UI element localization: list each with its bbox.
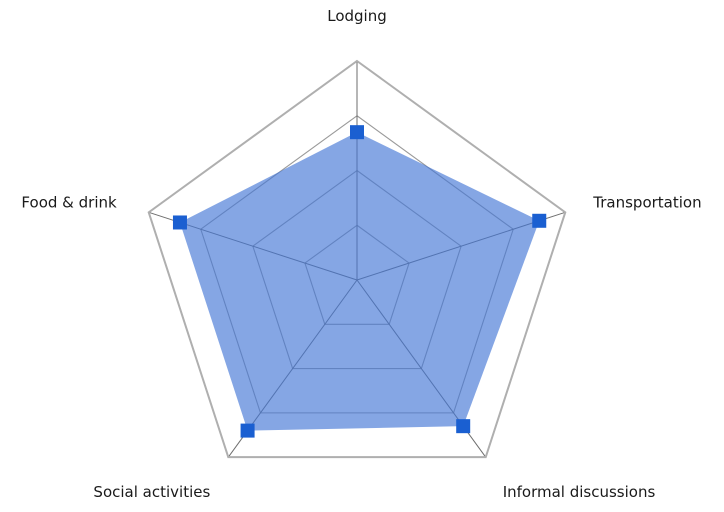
radar-marker (532, 213, 547, 228)
axis-label-transportation: Transportation (592, 193, 701, 211)
axis-label-lodging: Lodging (327, 7, 387, 25)
radar-fill-area (179, 132, 540, 431)
axis-label-social-activities: Social activities (93, 483, 210, 501)
radar-marker (240, 423, 255, 438)
radar-marker (350, 125, 364, 140)
axis-label-food-drink: Food & drink (21, 193, 117, 211)
radar-frame (147, 59, 567, 459)
radar-marker (172, 215, 187, 230)
axis-label-informal-discussions: Informal discussions (503, 483, 656, 501)
radar-marker (456, 419, 471, 434)
